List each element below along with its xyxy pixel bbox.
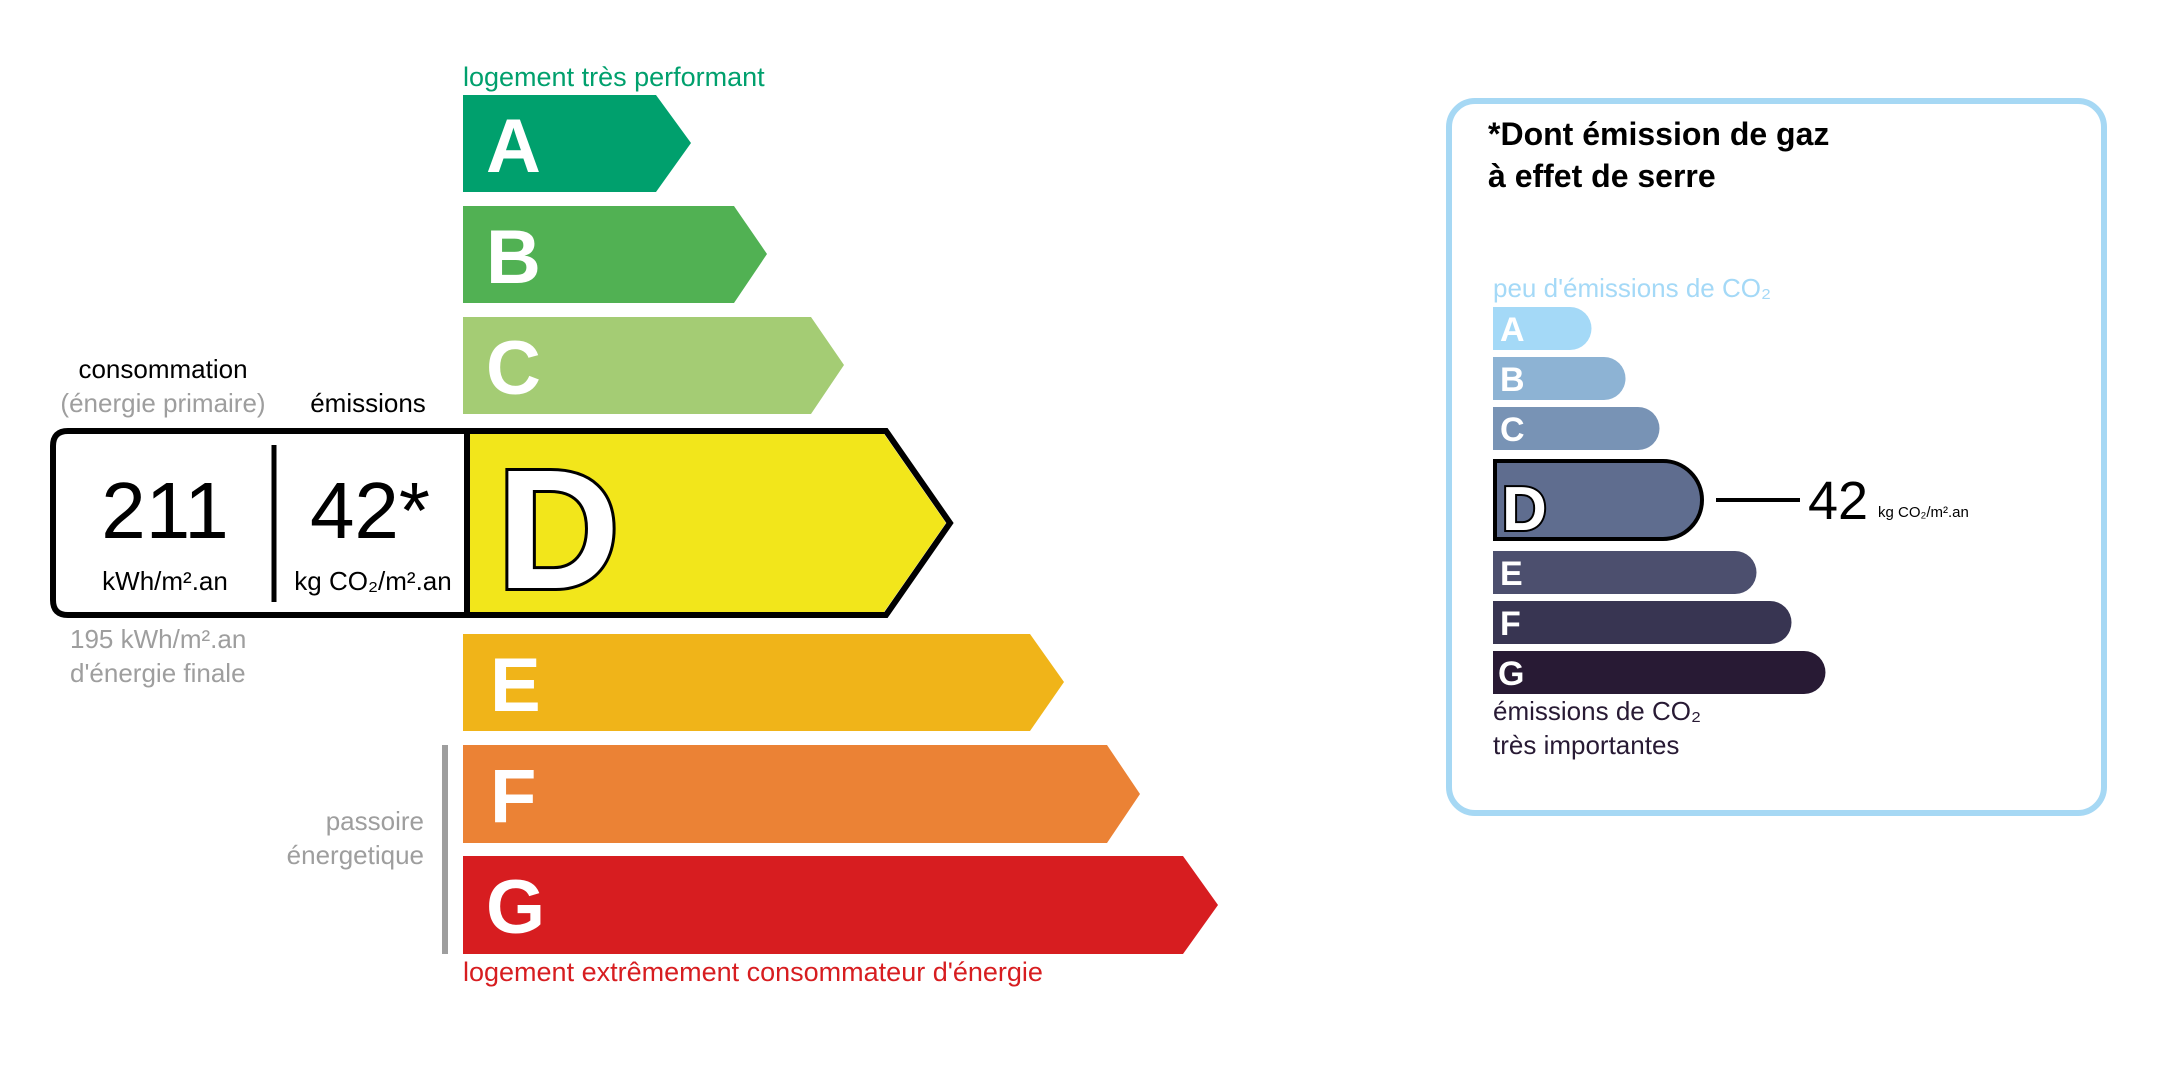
ghg-title-line1: *Dont émission de gaz: [1488, 116, 1829, 152]
energy-letter-c: C: [486, 326, 541, 411]
energy-bar-e: [463, 634, 1064, 731]
energy-letter-g: G: [486, 865, 545, 950]
ghg-bottom-caption-line2: très importantes: [1493, 730, 1679, 760]
energy-letter-b: B: [486, 215, 541, 300]
ghg-letter-e: E: [1500, 555, 1523, 593]
energy-bar-a: [463, 95, 691, 192]
passoire-line2: énergetique: [287, 840, 424, 870]
final-energy-label: d'énergie finale: [70, 658, 246, 688]
energy-bar-g: [463, 856, 1218, 954]
consumption-unit: kWh/m².an: [102, 566, 228, 596]
energy-letter-a: A: [486, 104, 541, 189]
energy-letter-d: D: [497, 435, 620, 625]
ghg-bar-a: [1493, 307, 1592, 350]
ghg-value: 42: [1808, 471, 1868, 531]
energy-bar-c: [463, 317, 844, 414]
ghg-bar-d: [1493, 459, 1704, 541]
emissions-unit: kg CO₂/m².an: [294, 566, 451, 596]
energy-bar-f: [463, 745, 1140, 843]
consumption-value: 211: [101, 466, 229, 555]
energy-letter-f: F: [490, 754, 536, 839]
emissions-label: émissions: [310, 388, 426, 418]
ghg-letter-f: F: [1500, 605, 1521, 643]
final-energy-value: 195 kWh/m².an: [70, 624, 246, 654]
ghg-bar-e: [1493, 551, 1757, 594]
consumption-sublabel: (énergie primaire): [60, 388, 265, 418]
ghg-top-caption: peu d'émissions de CO₂: [1493, 273, 1771, 303]
ghg-bar-g: [1493, 651, 1826, 694]
energy-bar-d: [467, 434, 946, 612]
emissions-value: 42*: [310, 466, 430, 555]
ghg-unit: kg CO₂/m².an: [1878, 504, 1969, 521]
energy-letter-e: E: [490, 643, 541, 728]
ghg-bar-c: [1493, 407, 1660, 450]
ghg-letter-d: D: [1502, 475, 1547, 544]
energy-bar-b: [463, 206, 767, 303]
ghg-title-line2: à effet de serre: [1488, 158, 1716, 194]
ghg-letter-a: A: [1500, 311, 1525, 349]
ghg-bottom-caption-line1: émissions de CO₂: [1493, 696, 1701, 726]
bottom-caption: logement extrêmement consommateur d'éner…: [463, 957, 1043, 987]
ghg-letter-b: B: [1500, 361, 1525, 399]
ghg-letter-c: C: [1500, 411, 1525, 449]
ghg-letter-g: G: [1498, 655, 1524, 693]
top-caption: logement très performant: [463, 62, 765, 92]
ghg-bar-b: [1493, 357, 1626, 400]
consumption-label: consommation: [78, 354, 247, 384]
ghg-bar-f: [1493, 601, 1792, 644]
passoire-line1: passoire: [326, 806, 424, 836]
